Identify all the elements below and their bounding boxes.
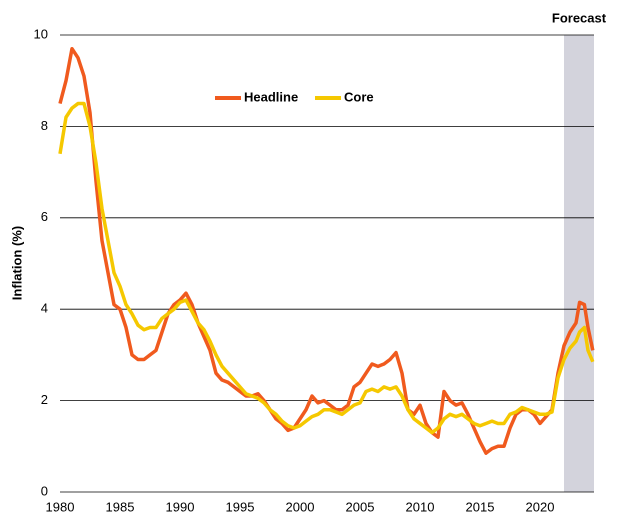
- x-tick-label: 1985: [106, 499, 135, 514]
- y-tick-label: 10: [34, 26, 48, 41]
- y-tick-label: 0: [41, 483, 48, 498]
- series-line: [58, 46, 595, 455]
- forecast-band: [564, 35, 594, 492]
- y-axis-label: Inflation (%): [9, 226, 24, 300]
- x-tick-label: 2000: [286, 499, 315, 514]
- x-tick-label: 2010: [406, 499, 435, 514]
- series-line: [58, 101, 595, 435]
- y-tick-label: 2: [41, 392, 48, 407]
- y-tick-label: 6: [41, 209, 48, 224]
- x-tick-label: 1980: [46, 499, 75, 514]
- x-tick-label: 2020: [526, 499, 555, 514]
- x-tick-label: 2005: [346, 499, 375, 514]
- x-tick-label: 1995: [226, 499, 255, 514]
- legend-label: Core: [344, 89, 374, 104]
- x-tick-label: 1990: [166, 499, 195, 514]
- forecast-label: Forecast: [552, 10, 607, 25]
- x-tick-label: 2015: [466, 499, 495, 514]
- y-tick-label: 8: [41, 118, 48, 133]
- legend-label: Headline: [244, 89, 298, 104]
- y-tick-label: 4: [41, 301, 48, 316]
